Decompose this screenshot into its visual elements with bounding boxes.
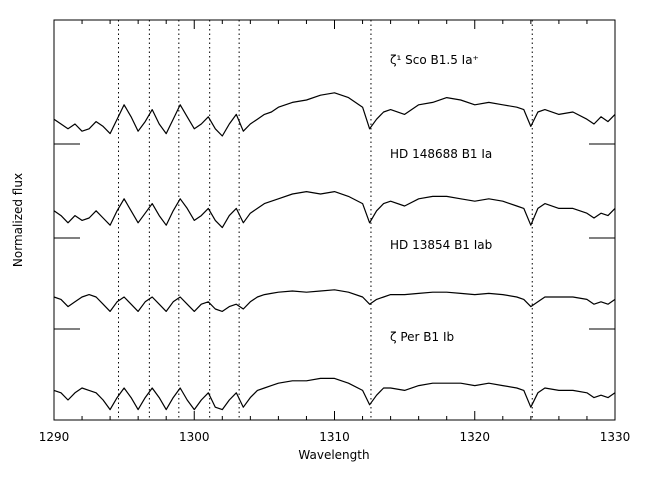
reference-lines xyxy=(118,20,533,420)
plot-frame xyxy=(53,19,616,421)
series-group xyxy=(53,92,616,411)
x-axis: 1290 1300 1310 1320 1330 xyxy=(39,20,631,444)
series-label: HD 148688 B1 Ia xyxy=(390,147,492,161)
x-axis-label: Wavelength xyxy=(298,448,369,462)
x-tick-label: 1330 xyxy=(600,430,631,444)
series-label: HD 13854 B1 Iab xyxy=(390,238,492,252)
x-tick-label: 1320 xyxy=(459,430,490,444)
spectrum-line xyxy=(53,377,616,411)
x-tick-label: 1290 xyxy=(39,430,70,444)
spectrum-line xyxy=(53,191,616,229)
series-label: ζ¹ Sco B1.5 Ia⁺ xyxy=(390,53,479,67)
continuum-markers xyxy=(54,143,615,330)
series-label: ζ Per B1 Ib xyxy=(390,330,454,344)
spectrum-line xyxy=(53,289,616,312)
y-axis-label: Normalized flux xyxy=(11,173,25,267)
x-tick-label: 1300 xyxy=(179,430,210,444)
x-tick-label: 1310 xyxy=(319,430,350,444)
series-labels: ζ¹ Sco B1.5 Ia⁺ HD 148688 B1 Ia HD 13854 B… xyxy=(390,53,492,344)
spectrum-line xyxy=(53,92,616,137)
